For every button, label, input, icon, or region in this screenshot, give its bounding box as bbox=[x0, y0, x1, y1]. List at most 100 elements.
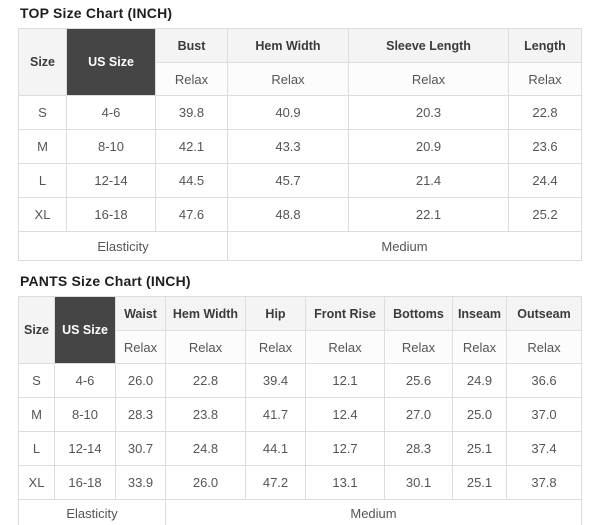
value-cell: 28.3 bbox=[115, 397, 166, 432]
table-row-xl: XL 16-18 33.9 26.0 47.2 13.1 30.1 25.1 3… bbox=[18, 465, 582, 500]
table-row-s: S 4-6 26.0 22.8 39.4 12.1 25.6 24.9 36.6 bbox=[18, 363, 582, 398]
column-header-sleeve-length: Sleeve Length bbox=[348, 28, 509, 63]
us-size-cell: 8-10 bbox=[66, 129, 156, 164]
column-header-bottoms: Bottoms bbox=[384, 296, 453, 331]
size-column-header: Size bbox=[18, 28, 67, 96]
value-cell: 39.4 bbox=[245, 363, 306, 398]
us-size-cell: 8-10 bbox=[54, 397, 116, 432]
value-cell: 25.2 bbox=[508, 197, 582, 232]
value-cell: 40.9 bbox=[227, 95, 349, 130]
size-cell: S bbox=[18, 95, 67, 130]
fit-cell: Relax bbox=[155, 62, 228, 96]
value-cell: 36.6 bbox=[506, 363, 582, 398]
us-size-cell: 4-6 bbox=[66, 95, 156, 130]
value-cell: 30.7 bbox=[115, 431, 166, 466]
pants-size-chart-section: PANTS Size Chart (INCH) Size US Size Wai… bbox=[18, 273, 583, 525]
value-cell: 43.3 bbox=[227, 129, 349, 164]
pants-chart-title: PANTS Size Chart (INCH) bbox=[20, 273, 191, 289]
value-cell: 13.1 bbox=[305, 465, 385, 500]
size-cell: XL bbox=[18, 197, 67, 232]
fit-cell: Relax bbox=[305, 330, 385, 364]
value-cell: 48.8 bbox=[227, 197, 349, 232]
value-cell: 25.6 bbox=[384, 363, 453, 398]
table-row-l: L 12-14 30.7 24.8 44.1 12.7 28.3 25.1 37… bbox=[18, 431, 582, 466]
value-cell: 42.1 bbox=[155, 129, 228, 164]
column-header-hem-width: Hem Width bbox=[227, 28, 349, 63]
us-size-cell: 12-14 bbox=[66, 163, 156, 198]
fit-cell: Relax bbox=[115, 330, 166, 364]
us-size-cell: 16-18 bbox=[66, 197, 156, 232]
size-cell: L bbox=[18, 431, 55, 466]
top-size-chart-table: Size US Size Bust Hem Width Sleeve Lengt… bbox=[18, 28, 582, 261]
column-header-hem-width: Hem Width bbox=[165, 296, 246, 331]
table-row-m: M 8-10 42.1 43.3 20.9 23.6 bbox=[18, 129, 582, 164]
table-row-s: S 4-6 39.8 40.9 20.3 22.8 bbox=[18, 95, 582, 130]
value-cell: 45.7 bbox=[227, 163, 349, 198]
value-cell: 20.3 bbox=[348, 95, 509, 130]
size-column-header: Size bbox=[18, 296, 55, 364]
elasticity-value: Medium bbox=[227, 231, 582, 261]
top-chart-title: TOP Size Chart (INCH) bbox=[20, 5, 173, 21]
value-cell: 20.9 bbox=[348, 129, 509, 164]
elasticity-row: Elasticity Medium bbox=[18, 231, 582, 261]
elasticity-value: Medium bbox=[165, 499, 582, 525]
value-cell: 33.9 bbox=[115, 465, 166, 500]
elasticity-row: Elasticity Medium bbox=[18, 499, 582, 525]
fit-cell: Relax bbox=[245, 330, 306, 364]
value-cell: 22.8 bbox=[508, 95, 582, 130]
value-cell: 39.8 bbox=[155, 95, 228, 130]
column-header-waist: Waist bbox=[115, 296, 166, 331]
value-cell: 23.8 bbox=[165, 397, 246, 432]
value-cell: 25.1 bbox=[452, 465, 507, 500]
value-cell: 12.7 bbox=[305, 431, 385, 466]
value-cell: 41.7 bbox=[245, 397, 306, 432]
column-header-inseam: Inseam bbox=[452, 296, 507, 331]
value-cell: 24.4 bbox=[508, 163, 582, 198]
fit-cell: Relax bbox=[508, 62, 582, 96]
elasticity-label: Elasticity bbox=[18, 231, 228, 261]
value-cell: 22.1 bbox=[348, 197, 509, 232]
top-size-chart-section: TOP Size Chart (INCH) Size US Size Bust … bbox=[18, 5, 583, 261]
us-size-column-header: US Size bbox=[54, 296, 116, 364]
fit-cell: Relax bbox=[384, 330, 453, 364]
column-header-length: Length bbox=[508, 28, 582, 63]
value-cell: 21.4 bbox=[348, 163, 509, 198]
value-cell: 28.3 bbox=[384, 431, 453, 466]
column-header-hip: Hip bbox=[245, 296, 306, 331]
fit-cell: Relax bbox=[348, 62, 509, 96]
elasticity-label: Elasticity bbox=[18, 499, 166, 525]
fit-cell: Relax bbox=[506, 330, 582, 364]
us-size-column-header: US Size bbox=[66, 28, 156, 96]
fit-cell: Relax bbox=[165, 330, 246, 364]
size-cell: S bbox=[18, 363, 55, 398]
us-size-cell: 4-6 bbox=[54, 363, 116, 398]
value-cell: 24.9 bbox=[452, 363, 507, 398]
fit-cell: Relax bbox=[227, 62, 349, 96]
table-row-l: L 12-14 44.5 45.7 21.4 24.4 bbox=[18, 163, 582, 198]
value-cell: 25.1 bbox=[452, 431, 507, 466]
value-cell: 44.1 bbox=[245, 431, 306, 466]
value-cell: 27.0 bbox=[384, 397, 453, 432]
value-cell: 12.4 bbox=[305, 397, 385, 432]
size-cell: M bbox=[18, 129, 67, 164]
value-cell: 37.0 bbox=[506, 397, 582, 432]
size-cell: M bbox=[18, 397, 55, 432]
value-cell: 26.0 bbox=[115, 363, 166, 398]
value-cell: 30.1 bbox=[384, 465, 453, 500]
value-cell: 23.6 bbox=[508, 129, 582, 164]
column-header-bust: Bust bbox=[155, 28, 228, 63]
pants-size-chart-table: Size US Size Waist Hem Width Hip Front R… bbox=[18, 296, 582, 525]
value-cell: 37.8 bbox=[506, 465, 582, 500]
value-cell: 37.4 bbox=[506, 431, 582, 466]
table-row-m: M 8-10 28.3 23.8 41.7 12.4 27.0 25.0 37.… bbox=[18, 397, 582, 432]
value-cell: 44.5 bbox=[155, 163, 228, 198]
size-cell: L bbox=[18, 163, 67, 198]
us-size-cell: 16-18 bbox=[54, 465, 116, 500]
value-cell: 47.2 bbox=[245, 465, 306, 500]
us-size-cell: 12-14 bbox=[54, 431, 116, 466]
value-cell: 26.0 bbox=[165, 465, 246, 500]
table-row-xl: XL 16-18 47.6 48.8 22.1 25.2 bbox=[18, 197, 582, 232]
value-cell: 12.1 bbox=[305, 363, 385, 398]
column-header-front-rise: Front Rise bbox=[305, 296, 385, 331]
